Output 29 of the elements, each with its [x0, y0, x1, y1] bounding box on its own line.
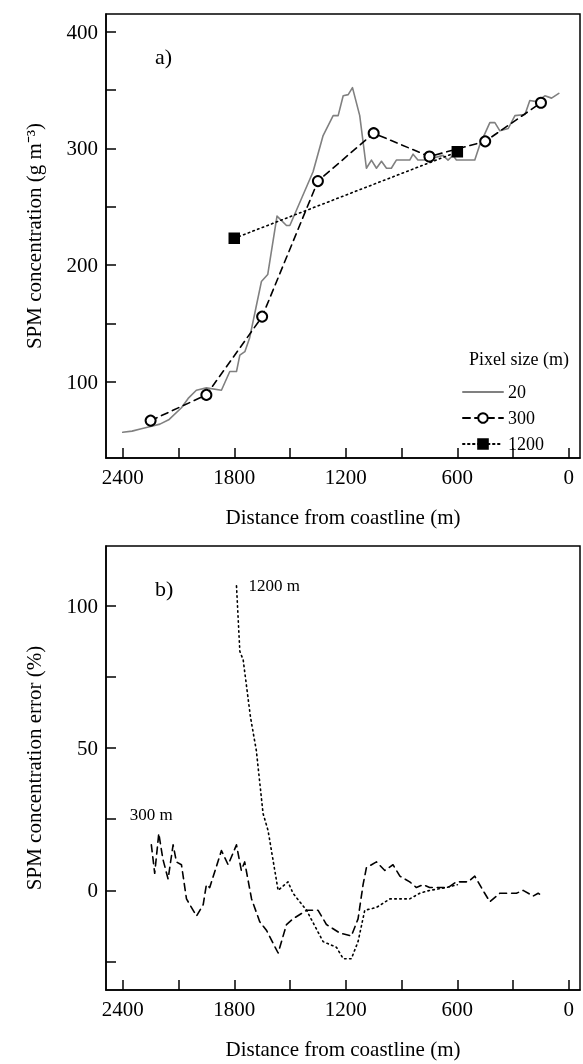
text: b): [155, 575, 174, 601]
y-tick-label: 100: [66, 593, 98, 618]
x-tick-label: 0: [563, 996, 575, 1021]
y-tick-label: 100: [66, 370, 98, 395]
x-tick-label: 600: [441, 464, 474, 489]
x-tick-label: 2400: [101, 464, 144, 489]
legend-title: Pixel size (m): [469, 349, 569, 370]
x-tick-label: 1200: [324, 464, 367, 489]
x-axis-title: Distance from coastline (m): [225, 504, 461, 529]
x-tick-label: 1800: [213, 464, 256, 489]
x-tick-label: 2400: [101, 996, 144, 1021]
legend-label: 20: [508, 382, 526, 402]
legend-label: 300: [508, 408, 535, 428]
x-tick-label: 0: [563, 464, 575, 489]
y-tick-label: 200: [66, 253, 98, 278]
series-label: 1200 m: [248, 576, 300, 596]
x-tick-label: 1800: [213, 996, 256, 1021]
x-tick-label: 600: [441, 996, 474, 1021]
y-tick-label: 50: [77, 736, 98, 761]
y-tick-label: 300: [66, 136, 98, 161]
y-axis-title: SPM concentration (g m⁻³): [21, 122, 46, 350]
x-axis-title: Distance from coastline (m): [225, 1036, 461, 1061]
x-tick-label: 1200: [324, 996, 367, 1021]
y-axis-title: SPM concentration error (%): [21, 645, 46, 891]
y-tick-label: 0: [87, 878, 98, 903]
y-tick-label: 400: [66, 19, 98, 44]
series-label: 300 m: [129, 804, 173, 824]
text: a): [155, 43, 173, 69]
legend-label: 1200: [508, 434, 544, 454]
